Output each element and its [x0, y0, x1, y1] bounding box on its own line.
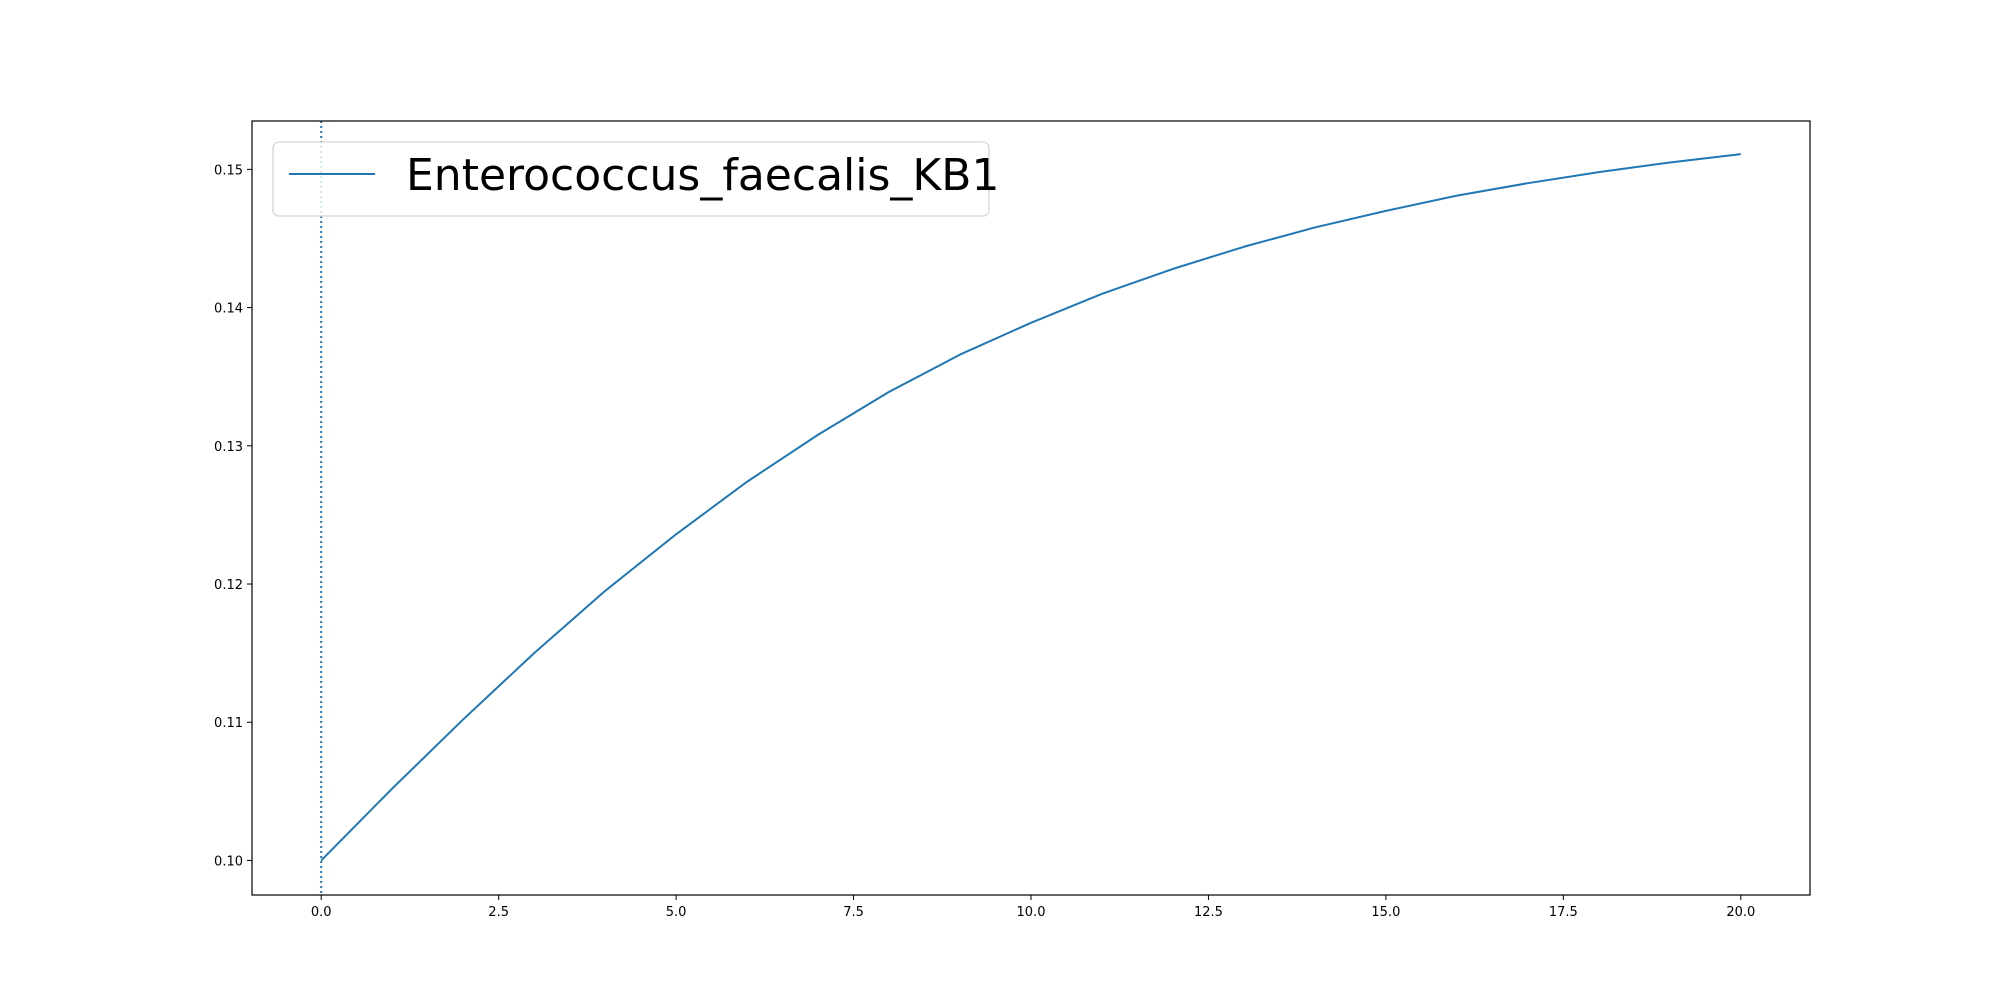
y-tick-label: 0.10	[214, 854, 243, 869]
x-tick-label: 20.0	[1726, 905, 1755, 920]
y-tick-label: 0.14	[214, 302, 243, 317]
x-tick-label: 10.0	[1017, 905, 1046, 920]
series-line	[320, 153, 1741, 862]
x-tick-label: 7.5	[843, 905, 864, 920]
x-axis-ticks: 0.0 2.5 5.0 7.5 10.0 12.5 15.0 17.5 20.0	[311, 895, 1755, 920]
y-axis-ticks: 0.10 0.11 0.12 0.13 0.14 0.15	[214, 163, 252, 869]
series-layer	[320, 153, 1741, 862]
plot-area	[252, 121, 1810, 895]
y-tick-label: 0.15	[214, 163, 243, 178]
x-tick-label: 15.0	[1371, 905, 1400, 920]
x-tick-label: 12.5	[1194, 905, 1223, 920]
legend-label: Enterococcus_faecalis_KB1	[406, 150, 999, 201]
legend: Enterococcus_faecalis_KB1	[272, 141, 999, 217]
x-tick-label: 17.5	[1549, 905, 1578, 920]
legend-box	[272, 141, 990, 217]
plot-frame	[251, 120, 1811, 896]
x-tick-label: 5.0	[666, 905, 687, 920]
x-tick-label: 0.0	[311, 905, 332, 920]
y-tick-label: 0.13	[214, 440, 243, 455]
y-tick-label: 0.12	[214, 578, 243, 593]
y-tick-label: 0.11	[214, 716, 243, 731]
x-tick-label: 2.5	[488, 905, 509, 920]
